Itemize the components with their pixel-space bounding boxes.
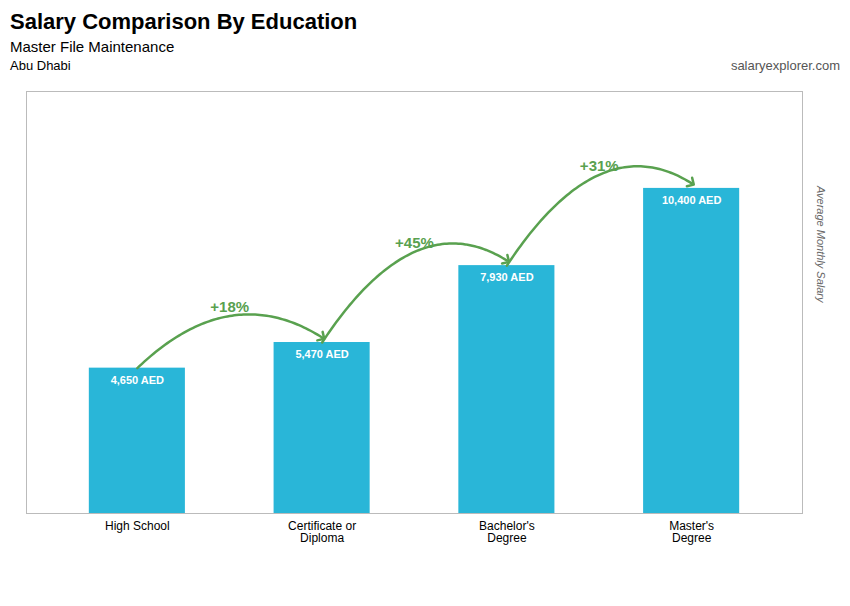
svg-text:7,930 AED: 7,930 AED	[480, 272, 533, 284]
html-text:Salary Comparison By Education: Salary Comparison By Education	[10, 9, 358, 34]
svg-text:+31%: +31%	[580, 157, 619, 174]
html-text:Master File Maintenance: Master File Maintenance	[10, 37, 175, 55]
svg-text:Certificate orDiploma: Certificate orDiploma	[288, 519, 356, 545]
html-text:salaryexplorer.com: salaryexplorer.com	[730, 58, 840, 74]
svg-text:10,400 AED: 10,400 AED	[662, 194, 722, 206]
svg-text:Bachelor'sDegree: Bachelor'sDegree	[479, 519, 535, 545]
svg-text:Average Monthly Salary: Average Monthly Salary	[815, 185, 827, 304]
svg-text:Master'sDegree: Master'sDegree	[669, 519, 714, 545]
html-text:Abu Dhabi: Abu Dhabi	[10, 58, 71, 74]
svg-text:4,650 AED: 4,650 AED	[111, 374, 164, 386]
svg-text:High School: High School	[105, 519, 170, 533]
svg-text:+45%: +45%	[395, 234, 434, 251]
svg-text:+18%: +18%	[210, 298, 249, 315]
svg-text:5,470 AED: 5,470 AED	[295, 348, 348, 360]
